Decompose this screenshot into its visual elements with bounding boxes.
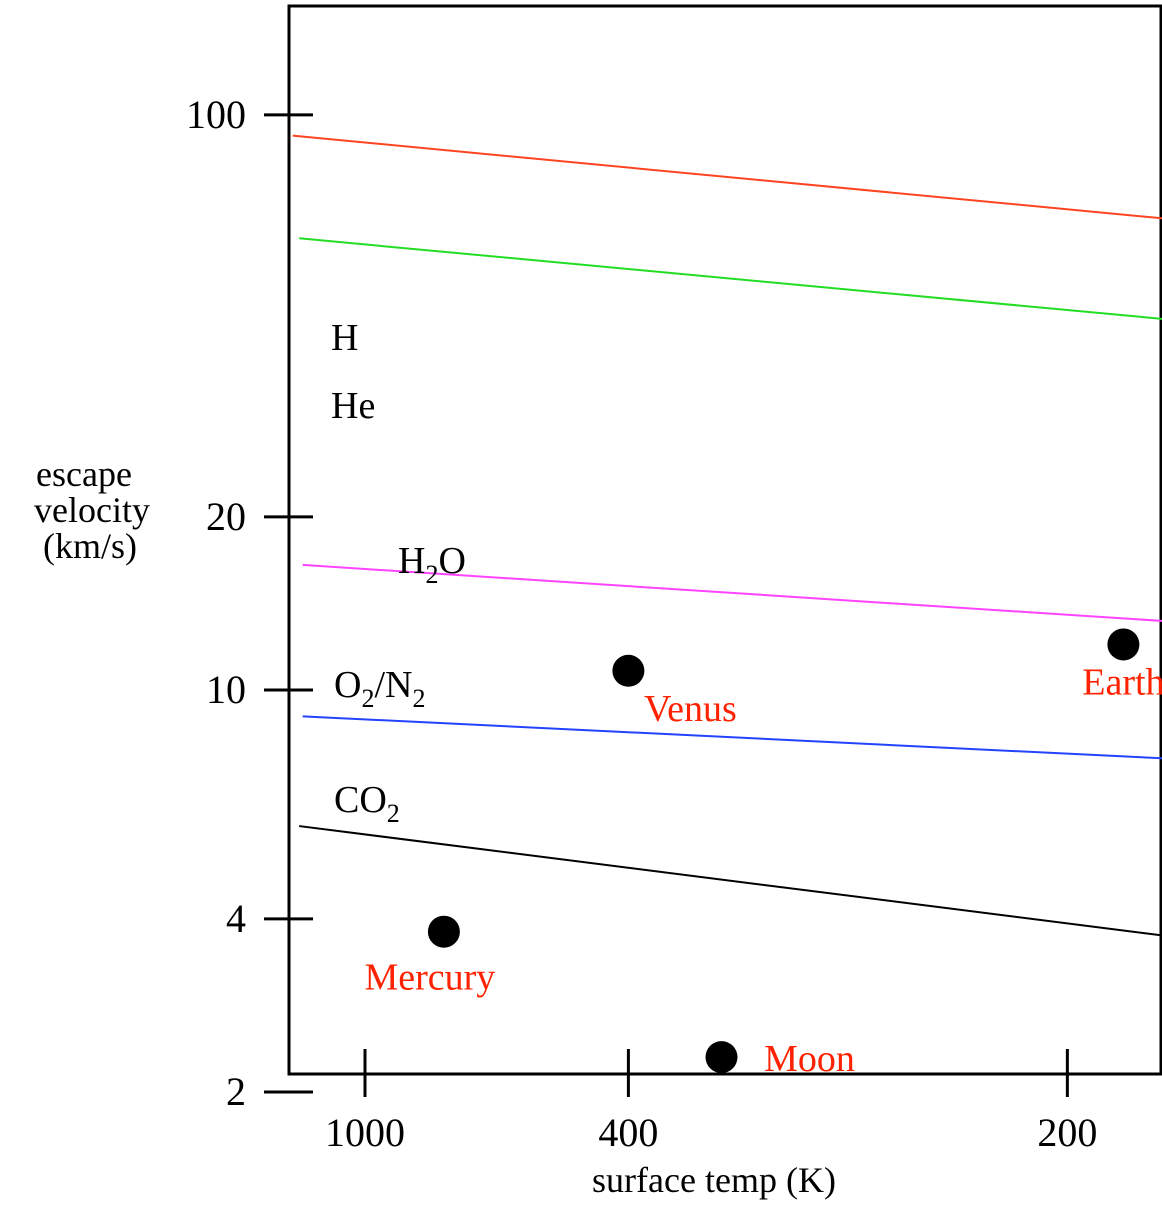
x-axis-ticks: 100040020010040 (325, 1049, 1097, 1155)
y-axis-title-line-2: velocity (34, 490, 150, 530)
planet-dot (427, 915, 460, 948)
planet-dot (705, 1041, 738, 1074)
planet-points: JupiterSaturnNeptuneUranusEarthVenusMars… (364, 628, 1162, 1080)
planet-mercury: Mercury (364, 915, 495, 999)
planet-label: Mercury (364, 957, 495, 999)
gas-line-h2o (302, 563, 1162, 622)
gas-line-h (292, 134, 1162, 220)
y-tick-label: 4 (226, 896, 246, 941)
y-axis-title-line-1: escape (36, 454, 132, 494)
plot-frame (287, 4, 1162, 1076)
planet-label: Moon (764, 1038, 855, 1080)
x-tick-label: 200 (1037, 1110, 1097, 1155)
gas-label-co2: CO2 (334, 779, 400, 828)
planet-earth: Earth (1082, 628, 1162, 703)
x-axis-title: surface temp (K) (592, 1160, 836, 1200)
x-tick-label: 1000 (325, 1110, 405, 1155)
y-axis-title: escape velocity (km/s) (34, 454, 150, 566)
planet-dot (612, 654, 645, 687)
gas-label-he: He (331, 385, 375, 427)
planet-label: Venus (644, 688, 737, 730)
gas-label-h: H (331, 317, 358, 359)
gas-label-h2o: H2O (398, 540, 466, 589)
y-axis-ticks: 241020100200 (186, 92, 313, 1114)
x-tick-label: 400 (598, 1110, 658, 1155)
y-tick-label: 10 (206, 667, 246, 712)
y-axis-title-line-3: (km/s) (43, 526, 137, 566)
y-tick-label: 2 (226, 1069, 246, 1114)
gas-labels: H He H2O O2/N2 CO2 (331, 317, 466, 828)
gas-label-o2-n2: O2/N2 (334, 664, 425, 713)
planet-venus: Venus (612, 654, 737, 730)
planet-label: Earth (1082, 661, 1162, 703)
planet-dot (1107, 628, 1140, 661)
y-tick-label: 100 (186, 92, 246, 137)
gas-lines (292, 134, 1162, 937)
planet-moon: Moon (705, 1038, 855, 1080)
y-tick-label: 20 (206, 494, 246, 539)
gas-line-co2 (299, 825, 1162, 937)
